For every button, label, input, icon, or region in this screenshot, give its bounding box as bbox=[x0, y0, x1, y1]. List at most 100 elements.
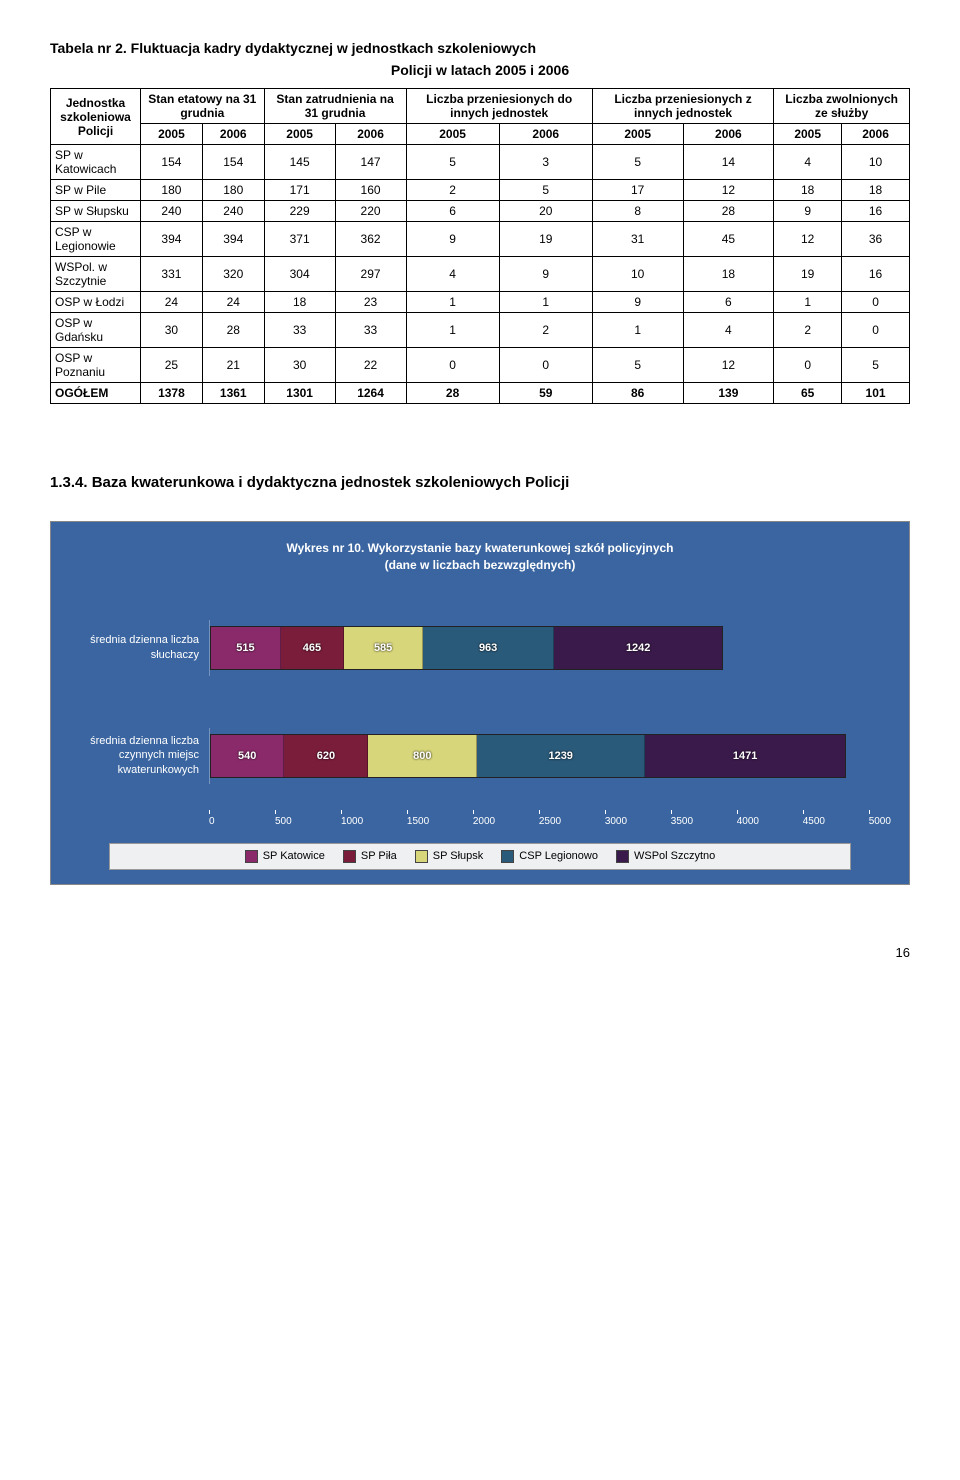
cell: 2 bbox=[774, 313, 842, 348]
cell: 33 bbox=[335, 313, 406, 348]
legend-item: SP Katowice bbox=[245, 850, 325, 863]
cell: 9 bbox=[499, 257, 592, 292]
segment-value: 1471 bbox=[733, 750, 757, 762]
chart-row: średnia dzienna liczba słuchaczy51546558… bbox=[69, 620, 891, 676]
chart-title: Wykres nr 10. Wykorzystanie bazy kwateru… bbox=[69, 540, 891, 574]
cell: 1 bbox=[406, 292, 499, 313]
cell: 6 bbox=[683, 292, 774, 313]
cell: 394 bbox=[141, 222, 203, 257]
cell: 28 bbox=[202, 313, 264, 348]
chart-title-l1: Wykres nr 10. Wykorzystanie bazy kwateru… bbox=[286, 541, 673, 555]
cell: 23 bbox=[335, 292, 406, 313]
year-header: 2005 bbox=[774, 124, 842, 145]
legend-label: SP Katowice bbox=[263, 850, 325, 862]
cell: 154 bbox=[202, 145, 264, 180]
cell: 145 bbox=[264, 145, 335, 180]
cell: 12 bbox=[683, 180, 774, 201]
legend-label: WSPol Szczytno bbox=[634, 850, 715, 862]
cell: 36 bbox=[842, 222, 910, 257]
bar-segment: 515 bbox=[211, 627, 281, 669]
cell: 5 bbox=[592, 145, 683, 180]
table-row: OSP w Poznaniu252130220051205 bbox=[51, 348, 910, 383]
bar-area: 54062080012391471 bbox=[209, 728, 891, 784]
x-tick: 2000 bbox=[473, 816, 539, 827]
cell: 16 bbox=[842, 257, 910, 292]
cell: 31 bbox=[592, 222, 683, 257]
year-header: 2006 bbox=[683, 124, 774, 145]
cell: 6 bbox=[406, 201, 499, 222]
segment-value: 1242 bbox=[626, 642, 650, 654]
bar-area: 5154655859631242 bbox=[209, 620, 891, 676]
cell: 1301 bbox=[264, 383, 335, 404]
cell: 18 bbox=[842, 180, 910, 201]
cell: 171 bbox=[264, 180, 335, 201]
row-name: OSP w Łodzi bbox=[51, 292, 141, 313]
cell: 22 bbox=[335, 348, 406, 383]
cell: 1 bbox=[592, 313, 683, 348]
table-row: CSP w Legionowie39439437136291931451236 bbox=[51, 222, 910, 257]
bar-segment: 1239 bbox=[477, 735, 645, 777]
cell: 180 bbox=[202, 180, 264, 201]
cell: 9 bbox=[774, 201, 842, 222]
cell: 1264 bbox=[335, 383, 406, 404]
cell: 28 bbox=[683, 201, 774, 222]
table-title: Policji w latach 2005 i 2006 bbox=[50, 62, 910, 78]
col-stan-etatowy: Stan etatowy na 31 grudnia bbox=[141, 89, 265, 124]
segment-value: 963 bbox=[479, 642, 497, 654]
cell: 28 bbox=[406, 383, 499, 404]
cell: 0 bbox=[499, 348, 592, 383]
col-przen-do: Liczba przeniesionych do innych jednoste… bbox=[406, 89, 592, 124]
col-przen-z: Liczba przeniesionych z innych jednostek bbox=[592, 89, 773, 124]
table-row: SP w Słupsku240240229220620828916 bbox=[51, 201, 910, 222]
row-name: CSP w Legionowie bbox=[51, 222, 141, 257]
cell: 86 bbox=[592, 383, 683, 404]
cell: 1361 bbox=[202, 383, 264, 404]
x-tick: 4500 bbox=[803, 816, 869, 827]
year-header: 2005 bbox=[592, 124, 683, 145]
segment-value: 515 bbox=[236, 642, 254, 654]
chart-row: średnia dzienna liczba czynnych miejsc k… bbox=[69, 728, 891, 784]
cell: 24 bbox=[202, 292, 264, 313]
y-axis-label: średnia dzienna liczba czynnych miejsc k… bbox=[69, 734, 209, 777]
cell: 297 bbox=[335, 257, 406, 292]
cell: 304 bbox=[264, 257, 335, 292]
cell: 1 bbox=[774, 292, 842, 313]
year-header: 2006 bbox=[202, 124, 264, 145]
bar-stack: 54062080012391471 bbox=[210, 734, 846, 778]
table-row: SP w Pile1801801711602517121818 bbox=[51, 180, 910, 201]
cell: 45 bbox=[683, 222, 774, 257]
cell: 30 bbox=[141, 313, 203, 348]
legend-swatch bbox=[343, 850, 356, 863]
cell: 19 bbox=[499, 222, 592, 257]
x-tick: 1000 bbox=[341, 816, 407, 827]
cell: 10 bbox=[592, 257, 683, 292]
cell: 0 bbox=[406, 348, 499, 383]
cell: 331 bbox=[141, 257, 203, 292]
cell: 4 bbox=[406, 257, 499, 292]
segment-value: 465 bbox=[303, 642, 321, 654]
cell: 0 bbox=[842, 292, 910, 313]
cell: 362 bbox=[335, 222, 406, 257]
cell: 3 bbox=[499, 145, 592, 180]
cell: 394 bbox=[202, 222, 264, 257]
cell: 20 bbox=[499, 201, 592, 222]
bar-segment: 1471 bbox=[645, 735, 845, 777]
x-tick: 3500 bbox=[671, 816, 737, 827]
cell: 2 bbox=[499, 313, 592, 348]
cell: 9 bbox=[406, 222, 499, 257]
cell: 33 bbox=[264, 313, 335, 348]
cell: 59 bbox=[499, 383, 592, 404]
legend-item: SP Słupsk bbox=[415, 850, 484, 863]
cell: 220 bbox=[335, 201, 406, 222]
legend-label: SP Piła bbox=[361, 850, 397, 862]
bar-segment: 465 bbox=[281, 627, 344, 669]
col-stan-zatrudnienia: Stan zatrudnienia na 31 grudnia bbox=[264, 89, 406, 124]
row-name: SP w Katowicach bbox=[51, 145, 141, 180]
cell: 9 bbox=[592, 292, 683, 313]
cell: 180 bbox=[141, 180, 203, 201]
segment-value: 620 bbox=[317, 750, 335, 762]
table-row: WSPol. w Szczytnie3313203042974910181916 bbox=[51, 257, 910, 292]
table-row: OSP w Łodzi24241823119610 bbox=[51, 292, 910, 313]
cell: 24 bbox=[141, 292, 203, 313]
legend-swatch bbox=[616, 850, 629, 863]
